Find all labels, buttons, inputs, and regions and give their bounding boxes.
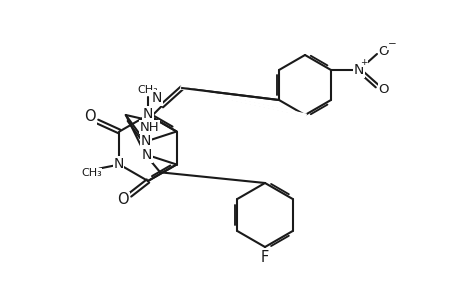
Text: N: N: [142, 148, 152, 162]
Text: N: N: [151, 91, 162, 105]
Text: O: O: [378, 82, 388, 95]
Text: O: O: [117, 193, 129, 208]
Text: N: N: [353, 63, 364, 77]
Text: +: +: [359, 58, 367, 67]
Text: O: O: [378, 44, 388, 58]
Text: F: F: [260, 250, 269, 265]
Text: N: N: [113, 157, 123, 170]
Text: N: N: [141, 134, 151, 148]
Text: CH₃: CH₃: [137, 85, 158, 95]
Text: N: N: [142, 107, 153, 121]
Text: CH₃: CH₃: [81, 169, 101, 178]
Text: NH: NH: [140, 121, 159, 134]
Text: −: −: [387, 39, 396, 49]
Text: O: O: [84, 109, 96, 124]
